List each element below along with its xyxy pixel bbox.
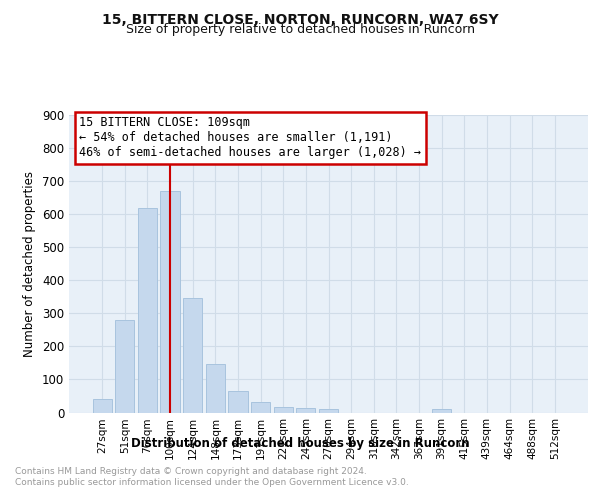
Bar [251,402,270,412]
Text: 15, BITTERN CLOSE, NORTON, RUNCORN, WA7 6SY: 15, BITTERN CLOSE, NORTON, RUNCORN, WA7 … [101,12,499,26]
Text: Size of property relative to detached houses in Runcorn: Size of property relative to detached ho… [125,24,475,36]
Y-axis label: Number of detached properties: Number of detached properties [23,171,37,357]
Bar [115,320,134,412]
Bar [138,208,157,412]
Text: Contains HM Land Registry data © Crown copyright and database right 2024.
Contai: Contains HM Land Registry data © Crown c… [15,468,409,487]
Bar [206,364,225,412]
Bar [183,298,202,412]
Bar [432,408,451,412]
Bar [229,391,248,412]
Text: Distribution of detached houses by size in Runcorn: Distribution of detached houses by size … [131,438,469,450]
Bar [319,408,338,412]
Bar [92,398,112,412]
Bar [160,191,180,412]
Bar [274,406,293,412]
Bar [296,408,316,412]
Text: 15 BITTERN CLOSE: 109sqm
← 54% of detached houses are smaller (1,191)
46% of sem: 15 BITTERN CLOSE: 109sqm ← 54% of detach… [79,116,421,160]
